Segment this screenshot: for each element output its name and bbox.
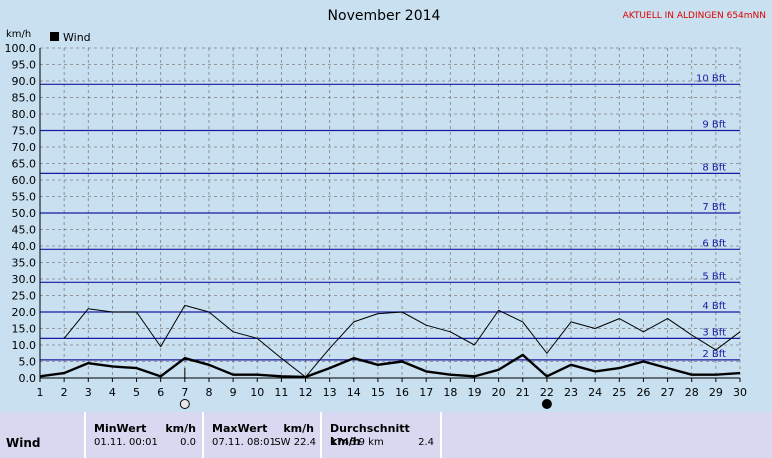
chart-title: November 2014 <box>328 8 441 24</box>
wind-chart: November 2014 AKTUELL IN ALDINGEN 654mNN… <box>5 8 766 409</box>
x-tick-label: 9 <box>230 386 237 399</box>
series-line-wind <box>39 353 741 379</box>
x-tick-label: 4 <box>109 386 116 399</box>
x-tick-label: 29 <box>709 386 723 399</box>
max-unit: km/h <box>283 422 314 435</box>
x-tick-label: 21 <box>516 386 530 399</box>
y-tick-label: 65.0 <box>12 158 37 171</box>
y-tick-label: 15.0 <box>12 323 37 336</box>
beaufort-label: 5 Bft <box>702 271 726 282</box>
x-tick-label: 30 <box>733 386 747 399</box>
x-tick-label: 3 <box>85 386 92 399</box>
full-moon-icon <box>179 399 190 409</box>
legend-label: Wind <box>63 31 91 44</box>
footer-row-label: Wind <box>6 436 41 450</box>
x-tick-label: 19 <box>467 386 481 399</box>
y-axis-unit: km/h <box>6 29 31 40</box>
y-tick-label: 20.0 <box>12 306 37 319</box>
y-tick-label: 85.0 <box>12 92 37 105</box>
x-tick-label: 16 <box>395 386 409 399</box>
beaufort-label: 7 Bft <box>702 202 726 213</box>
y-tick-label: 25.0 <box>12 290 37 303</box>
beaufort-label: 3 Bft <box>702 327 726 338</box>
y-tick-label: 80.0 <box>12 108 37 121</box>
footer-min-cell: MinWert km/h 01.11. 00:01 0.0 <box>86 412 204 458</box>
min-time: 01.11. 00:01 <box>94 437 158 448</box>
avg-header: Durchschnitt km/h <box>330 422 410 448</box>
y-tick-label: 70.0 <box>12 141 37 154</box>
y-tick-label: 90.0 <box>12 75 37 88</box>
x-tick-label: 25 <box>612 386 626 399</box>
x-tick-label: 27 <box>661 386 675 399</box>
y-tick-label: 30.0 <box>12 273 37 286</box>
x-tick-label: 17 <box>419 386 433 399</box>
y-tick-label: 75.0 <box>12 125 37 138</box>
beaufort-label: 10 Bft <box>696 73 726 84</box>
y-tick-label: 50.0 <box>12 207 37 220</box>
station-label: AKTUELL IN ALDINGEN 654mNN <box>623 11 766 21</box>
footer-label-cell: Wind <box>0 412 86 458</box>
beaufort-label: 9 Bft <box>702 120 726 131</box>
y-tick-label: 95.0 <box>12 59 37 72</box>
min-header: MinWert <box>94 422 147 435</box>
beaufort-label: 6 Bft <box>702 238 726 249</box>
new-moon-icon <box>541 399 552 409</box>
y-tick-label: 0.0 <box>19 372 37 385</box>
x-tick-label: 20 <box>492 386 506 399</box>
avg-value: 2.4 <box>418 437 434 448</box>
x-tick-label: 24 <box>588 386 602 399</box>
min-value: 0.0 <box>180 437 196 448</box>
x-tick-label: 26 <box>636 386 650 399</box>
min-unit: km/h <box>165 422 196 435</box>
x-tick-label: 10 <box>250 386 264 399</box>
x-tick-label: 13 <box>323 386 337 399</box>
y-tick-label: 5.0 <box>19 356 37 369</box>
beaufort-label: 8 Bft <box>702 162 726 173</box>
max-value: SW 22.4 <box>274 437 316 448</box>
x-tick-label: 6 <box>157 386 164 399</box>
footer-max-cell: MaxWert km/h 07.11. 08:01 SW 22.4 <box>204 412 322 458</box>
beaufort-label: 4 Bft <box>702 301 726 312</box>
x-tick-label: 7 <box>181 386 188 399</box>
series-line-gust <box>63 304 741 378</box>
x-tick-label: 22 <box>540 386 554 399</box>
y-tick-label: 45.0 <box>12 224 37 237</box>
avg-km: 1746.9 km <box>330 437 384 448</box>
legend-swatch <box>50 32 59 41</box>
footer-avg-cell: Durchschnitt km/h 1746.9 km 2.4 <box>322 412 442 458</box>
x-tick-label: 14 <box>347 386 361 399</box>
x-tick-label: 18 <box>443 386 457 399</box>
max-time: 07.11. 08:01 <box>212 437 276 448</box>
y-tick-label: 40.0 <box>12 240 37 253</box>
x-tick-label: 23 <box>564 386 578 399</box>
x-tick-label: 5 <box>133 386 140 399</box>
y-tick-label: 35.0 <box>12 257 37 270</box>
x-tick-label: 12 <box>299 386 313 399</box>
y-tick-label: 100.0 <box>5 42 37 55</box>
y-tick-label: 60.0 <box>12 174 37 187</box>
beaufort-label: 2 Bft <box>702 349 726 360</box>
x-tick-label: 8 <box>205 386 212 399</box>
x-tick-label: 2 <box>61 386 68 399</box>
plot-area: 0.0 5.0 10.0 15.0 20.0 25.0 30.0 35.0 40.0 45.0 50… <box>5 42 747 409</box>
x-tick-label: 28 <box>685 386 699 399</box>
x-tick-label: 15 <box>371 386 385 399</box>
x-tick-label: 11 <box>274 386 288 399</box>
max-header: MaxWert <box>212 422 268 435</box>
x-tick-label: 1 <box>37 386 44 399</box>
y-tick-label: 55.0 <box>12 191 37 204</box>
y-tick-label: 10.0 <box>12 339 37 352</box>
stats-footer: Wind MinWert km/h 01.11. 00:01 0.0 MaxWe… <box>0 412 772 458</box>
